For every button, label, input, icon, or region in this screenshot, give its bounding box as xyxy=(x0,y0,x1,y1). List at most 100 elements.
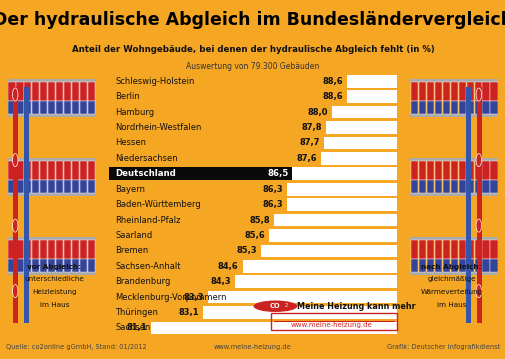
Bar xyxy=(9,259,16,272)
Text: Saarland: Saarland xyxy=(115,231,153,240)
Bar xyxy=(109,244,396,257)
Bar xyxy=(109,260,242,272)
Bar xyxy=(442,81,449,101)
Bar xyxy=(56,160,63,180)
Text: 81,1: 81,1 xyxy=(126,323,146,332)
Bar xyxy=(72,101,79,114)
Bar xyxy=(409,237,497,239)
Bar xyxy=(109,121,396,134)
Bar xyxy=(434,101,441,114)
Bar xyxy=(109,275,396,288)
Bar xyxy=(409,79,497,81)
Bar xyxy=(48,259,55,272)
Bar xyxy=(410,239,417,259)
Text: Hamburg: Hamburg xyxy=(115,108,154,117)
Bar xyxy=(64,180,71,193)
Bar xyxy=(474,239,481,259)
Bar xyxy=(109,152,321,165)
Bar xyxy=(434,180,441,193)
Text: Anteil der Wohngebäude, bei denen der hydraulische Abgleich fehlt (in %): Anteil der Wohngebäude, bei denen der hy… xyxy=(72,45,433,54)
Bar xyxy=(109,322,150,334)
Text: Brandenburg: Brandenburg xyxy=(115,277,170,286)
Bar xyxy=(109,168,292,180)
Bar xyxy=(109,137,396,149)
Bar xyxy=(489,101,496,114)
Circle shape xyxy=(475,154,481,167)
Bar xyxy=(109,198,396,211)
Bar xyxy=(80,259,87,272)
Bar xyxy=(418,160,425,180)
Text: 88,6: 88,6 xyxy=(322,77,343,86)
Bar xyxy=(418,180,425,193)
Bar xyxy=(24,87,29,322)
Bar xyxy=(32,259,39,272)
Bar xyxy=(16,160,23,180)
Bar xyxy=(40,239,47,259)
Bar xyxy=(109,198,286,211)
Text: 87,7: 87,7 xyxy=(299,139,319,148)
Text: Wärmeverteilung: Wärmeverteilung xyxy=(420,289,482,295)
Bar xyxy=(40,259,47,272)
Bar xyxy=(489,259,496,272)
Bar xyxy=(418,239,425,259)
Text: nach Abgleich:: nach Abgleich: xyxy=(421,264,481,270)
Bar xyxy=(434,259,441,272)
Bar xyxy=(409,193,497,196)
Bar xyxy=(434,81,441,101)
Text: Bremen: Bremen xyxy=(115,246,148,255)
Text: 88,0: 88,0 xyxy=(307,108,327,117)
Bar xyxy=(24,101,31,114)
Bar xyxy=(9,81,16,101)
Text: 83,3: 83,3 xyxy=(184,293,204,302)
Bar xyxy=(48,160,55,180)
Text: Grafik: Deutscher Infografikdienst: Grafik: Deutscher Infografikdienst xyxy=(386,344,499,350)
Bar xyxy=(8,193,96,196)
Bar xyxy=(409,114,497,117)
Bar xyxy=(271,313,396,330)
Bar xyxy=(442,239,449,259)
Bar xyxy=(109,214,273,227)
Bar xyxy=(442,101,449,114)
Bar xyxy=(109,229,396,242)
Bar xyxy=(16,101,23,114)
Circle shape xyxy=(253,300,297,312)
Text: Thüringen: Thüringen xyxy=(115,308,158,317)
Bar xyxy=(64,160,71,180)
Bar xyxy=(109,106,396,118)
Bar xyxy=(80,101,87,114)
Bar xyxy=(64,101,71,114)
Bar xyxy=(409,158,497,160)
Bar xyxy=(450,239,457,259)
Bar xyxy=(40,81,47,101)
Bar xyxy=(466,239,473,259)
Bar xyxy=(442,180,449,193)
Bar xyxy=(32,81,39,101)
Text: im Haus: im Haus xyxy=(436,302,466,308)
Bar xyxy=(8,158,96,160)
Bar xyxy=(88,259,95,272)
Bar xyxy=(466,101,473,114)
Bar xyxy=(109,291,208,303)
Text: Deutschland: Deutschland xyxy=(115,169,176,178)
Text: Mecklenburg-Vorpommern: Mecklenburg-Vorpommern xyxy=(115,293,226,302)
Bar xyxy=(109,106,331,118)
Bar xyxy=(88,160,95,180)
Bar xyxy=(418,81,425,101)
Bar xyxy=(9,239,16,259)
Bar xyxy=(109,306,203,319)
Bar xyxy=(64,81,71,101)
Text: CO: CO xyxy=(270,303,280,309)
Bar xyxy=(88,239,95,259)
Bar xyxy=(48,101,55,114)
Text: 2: 2 xyxy=(284,303,287,308)
Bar xyxy=(72,259,79,272)
Bar xyxy=(72,239,79,259)
Bar xyxy=(72,81,79,101)
Bar xyxy=(72,160,79,180)
Bar xyxy=(450,259,457,272)
Bar xyxy=(450,101,457,114)
Bar xyxy=(410,81,417,101)
Bar xyxy=(474,101,481,114)
Bar xyxy=(458,239,465,259)
Bar xyxy=(109,275,234,288)
